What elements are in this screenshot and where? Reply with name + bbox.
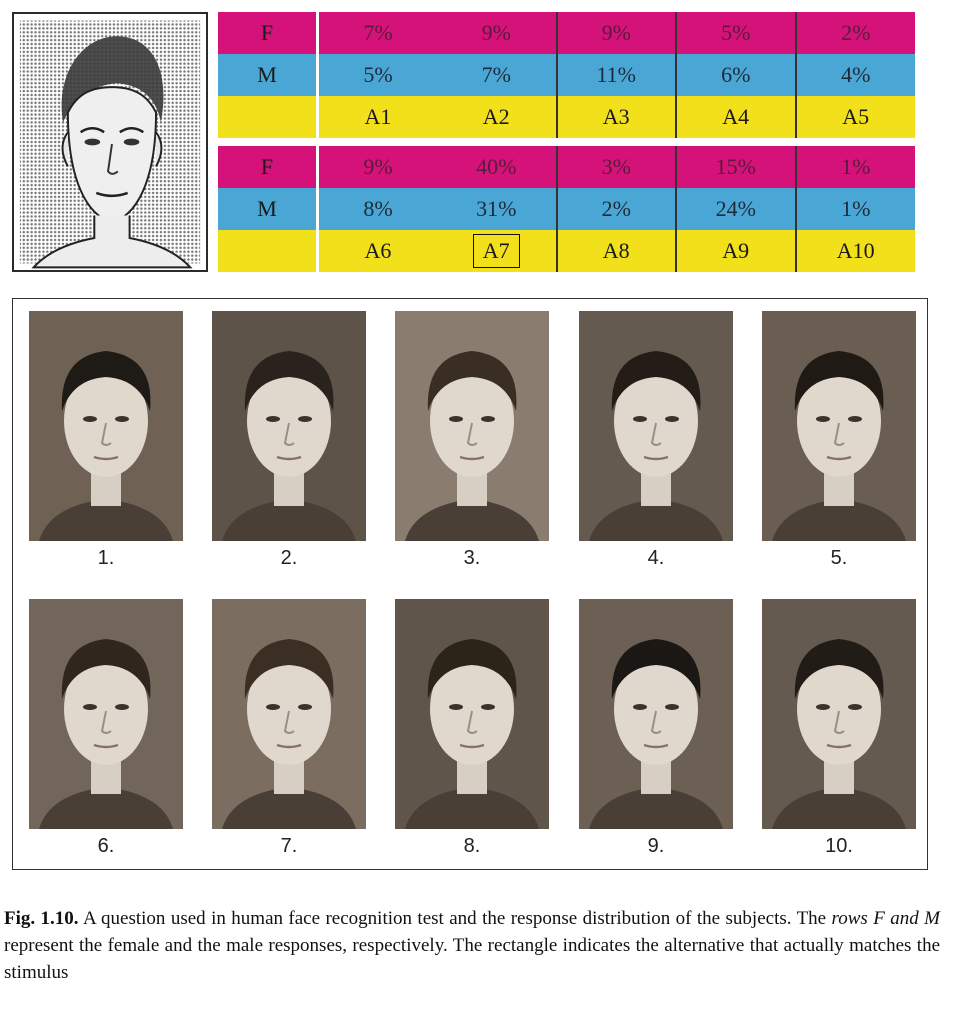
face-photo-9	[579, 599, 733, 829]
photo-number-8: 8.	[463, 835, 481, 857]
face-photo-6	[29, 599, 183, 829]
male-row: M 8% 31% 2% 24% 1%	[218, 188, 915, 230]
alternative-a9: A9	[675, 230, 796, 272]
alternative-a10: A10	[794, 230, 915, 272]
photo-number-10: 10.	[825, 835, 853, 857]
face-photo-8	[395, 599, 549, 829]
photo-number-2: 2.	[280, 547, 298, 569]
cell-a6-male: 8%	[317, 188, 437, 230]
caption-label: Fig. 1.10.	[4, 908, 79, 929]
correct-match-box: A7	[472, 234, 520, 268]
photo-number-5: 5.	[830, 547, 848, 569]
alternative-a1: A1	[317, 96, 437, 138]
cell-a9-female: 15%	[675, 146, 796, 188]
face-photo-1	[29, 311, 183, 541]
caption-italic: rows F and M	[831, 908, 940, 929]
face-photo-5	[762, 311, 916, 541]
response-table-1: F 7% 9% 9% 5% 2% M 5% 7% 11% 6% 4% A1 A2…	[218, 12, 915, 138]
alternative-a3: A3	[555, 96, 676, 138]
cell-a10-male: 1%	[794, 188, 915, 230]
alternative-a4: A4	[675, 96, 796, 138]
cell-a3-male: 11%	[555, 54, 676, 96]
cell-a5-female: 2%	[794, 12, 915, 54]
cell-a8-female: 3%	[555, 146, 676, 188]
row-label-alternative	[218, 96, 319, 138]
alternatives-row: A1 A2 A3 A4 A5	[218, 96, 915, 138]
photo-number-3: 3.	[463, 547, 481, 569]
row-label-male: M	[218, 54, 319, 96]
row-label-male: M	[218, 188, 319, 230]
photo-number-9: 9.	[647, 835, 665, 857]
cell-a7-female: 40%	[437, 146, 557, 188]
face-photo-10	[762, 599, 916, 829]
photo-number-1: 1.	[97, 547, 115, 569]
alternative-a2: A2	[437, 96, 557, 138]
alternative-a7: A7	[437, 230, 557, 272]
alternatives-row: A6 A7 A8 A9 A10	[218, 230, 915, 272]
row-label-female: F	[218, 146, 319, 188]
alternative-a6: A6	[317, 230, 437, 272]
alternative-a5: A5	[794, 96, 915, 138]
alternative-a8: A8	[555, 230, 676, 272]
photo-number-7: 7.	[280, 835, 298, 857]
cell-a7-male: 31%	[437, 188, 557, 230]
cell-a6-female: 9%	[317, 146, 437, 188]
cell-a3-female: 9%	[555, 12, 676, 54]
cell-a1-female: 7%	[317, 12, 437, 54]
row-label-female: F	[218, 12, 319, 54]
cell-a2-male: 7%	[437, 54, 557, 96]
response-table-2: F 9% 40% 3% 15% 1% M 8% 31% 2% 24% 1% A6…	[218, 146, 915, 272]
cell-a4-female: 5%	[675, 12, 796, 54]
caption-text-2: represent the female and the male respon…	[4, 935, 940, 983]
face-photo-4	[579, 311, 733, 541]
alternatives-photo-panel: 1. 2. 3. 4. 5. 6. 7. 8. 9. 10.	[12, 298, 928, 870]
photo-number-6: 6.	[97, 835, 115, 857]
face-photo-3	[395, 311, 549, 541]
photo-number-4: 4.	[647, 547, 665, 569]
cell-a8-male: 2%	[555, 188, 676, 230]
face-photo-2	[212, 311, 366, 541]
cell-a2-female: 9%	[437, 12, 557, 54]
caption-text-1: A question used in human face recognitio…	[82, 908, 827, 929]
row-label-alternative	[218, 230, 319, 272]
face-photo-7	[212, 599, 366, 829]
male-row: M 5% 7% 11% 6% 4%	[218, 54, 915, 96]
female-row: F 7% 9% 9% 5% 2%	[218, 12, 915, 54]
figure-caption: Fig. 1.10. A question used in human face…	[4, 905, 940, 986]
cell-a10-female: 1%	[794, 146, 915, 188]
cell-a4-male: 6%	[675, 54, 796, 96]
female-row: F 9% 40% 3% 15% 1%	[218, 146, 915, 188]
cell-a1-male: 5%	[317, 54, 437, 96]
stimulus-sketch	[12, 12, 208, 272]
cell-a9-male: 24%	[675, 188, 796, 230]
cell-a5-male: 4%	[794, 54, 915, 96]
